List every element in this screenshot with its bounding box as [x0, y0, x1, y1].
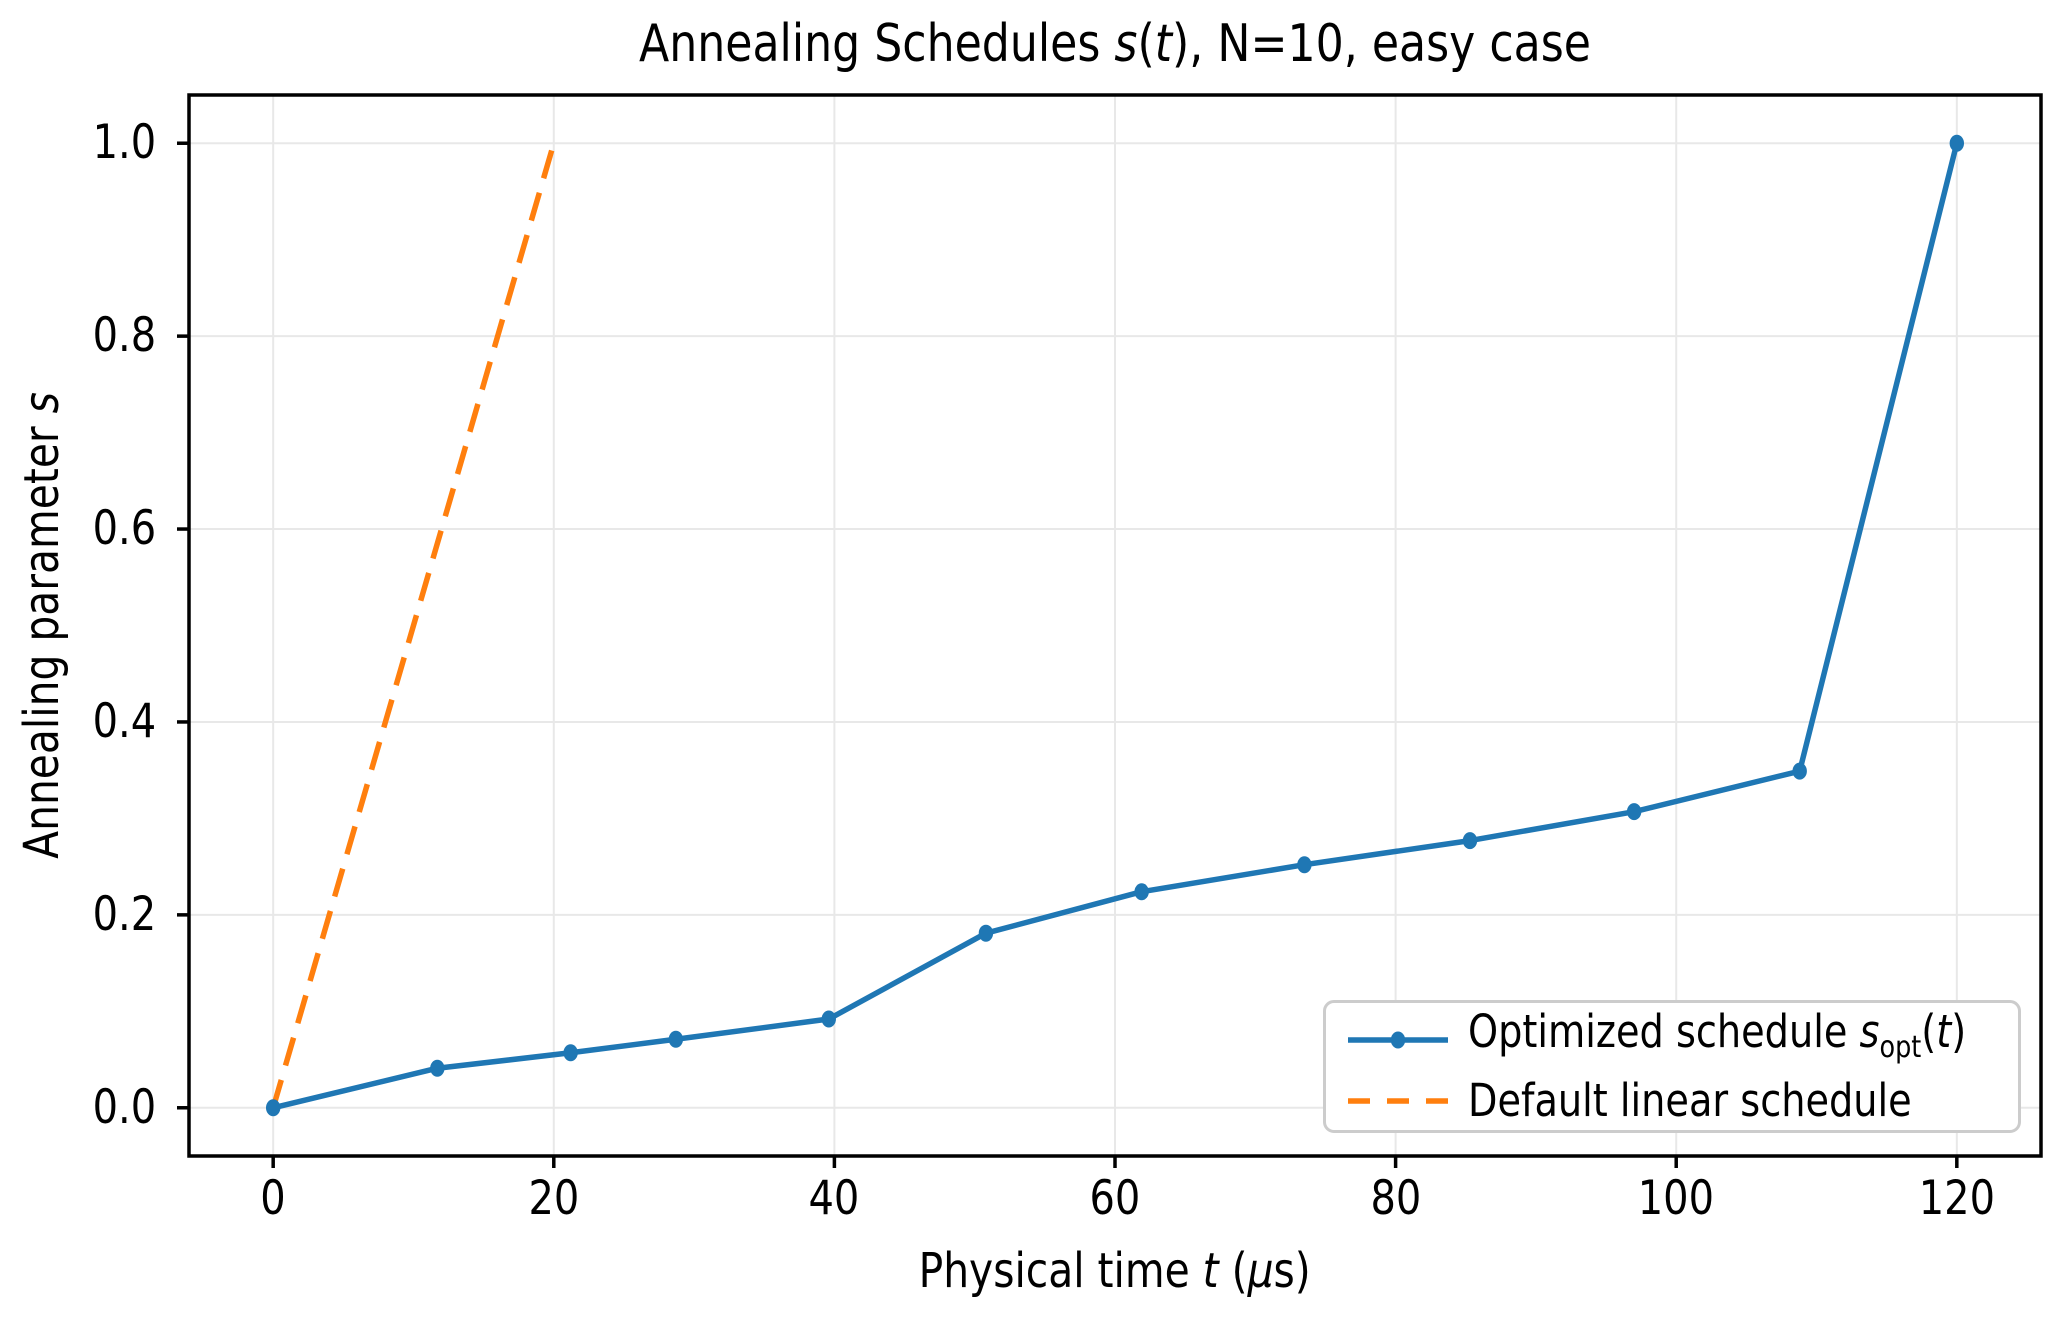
legend-optimized-arg: t	[1936, 1005, 1952, 1058]
x-tick-label: 60	[1089, 1171, 1141, 1226]
data-point-marker	[1626, 803, 1642, 821]
chart-title: Annealing Schedules s(t), N=10, easy cas…	[189, 14, 2041, 74]
x-axis-label: Physical time t (μs)	[189, 1242, 2041, 1300]
data-point-marker	[1134, 883, 1149, 901]
legend-optimized-close: )	[1951, 1005, 1967, 1058]
y-tick-label: 0.8	[92, 308, 157, 364]
title-math-var: s	[1114, 14, 1138, 74]
y-tick-label: 0.6	[92, 501, 157, 557]
legend-optimized-var: s	[1859, 1005, 1880, 1058]
x-tick-label: 80	[1370, 1171, 1422, 1226]
data-point-marker	[821, 1010, 836, 1028]
xlabel-prefix: Physical time	[918, 1243, 1204, 1299]
title-prefix: Annealing Schedules	[639, 14, 1115, 74]
legend-sample-solid-line-icon	[1348, 1031, 1448, 1049]
x-tick-label: 0	[260, 1171, 286, 1226]
y-axis-label: Annealing parameter s	[12, 125, 72, 1125]
y-tick-label: 1.0	[92, 115, 157, 171]
x-axis-label-text: Physical time t (μs)	[919, 1242, 1311, 1300]
legend-sample-dashed-line-icon	[1348, 1098, 1448, 1104]
legend-optimized-sub: opt	[1879, 1030, 1922, 1065]
title-math-arg: t	[1154, 14, 1173, 74]
legend-item-default-linear: Default linear schedule	[1326, 1075, 2018, 1127]
legend-label-optimized: Optimized schedule sopt(t)	[1468, 1006, 1966, 1074]
optimized-schedule-line	[272, 142, 1960, 1111]
xlabel-unit: s	[1273, 1243, 1296, 1299]
data-point-marker	[563, 1044, 578, 1062]
title-math-close: )	[1172, 14, 1190, 74]
ylabel-prefix: Annealing parameter	[14, 412, 70, 859]
x-tick-label: 100	[1638, 1171, 1715, 1226]
x-tick-label: 40	[808, 1171, 860, 1226]
legend-label-default-linear: Default linear schedule	[1468, 1074, 1912, 1127]
xlabel-mu: μ	[1247, 1243, 1274, 1299]
y-tick-label: 0.4	[92, 693, 157, 749]
legend-optimized-prefix: Optimized schedule	[1468, 1005, 1860, 1058]
xlabel-open: (	[1219, 1243, 1248, 1299]
legend-marker-dot-icon	[1390, 1031, 1406, 1049]
x-tick-label: 20	[528, 1171, 580, 1226]
data-point-marker	[1792, 762, 1807, 780]
data-point-marker	[430, 1059, 445, 1077]
title-math-open: (	[1137, 14, 1155, 74]
default-linear-schedule-line	[270, 142, 557, 1109]
legend: Optimized schedule sopt(t) Default linea…	[1323, 1000, 2021, 1133]
data-point-marker	[1297, 856, 1312, 874]
chart-title-text: Annealing Schedules s(t), N=10, easy cas…	[639, 14, 1591, 74]
legend-optimized-open: (	[1921, 1005, 1937, 1058]
y-tick-label: 0.0	[92, 1079, 157, 1135]
legend-item-optimized: Optimized schedule sopt(t)	[1326, 1006, 2018, 1074]
title-suffix: , N=10, easy case	[1189, 14, 1591, 74]
data-point-marker	[978, 924, 994, 942]
y-tick-label: 0.2	[92, 886, 157, 942]
data-point-marker	[668, 1030, 684, 1048]
data-point-marker	[265, 1099, 281, 1117]
xlabel-var: t	[1203, 1243, 1220, 1299]
y-axis-label-text: Annealing parameter s	[12, 392, 72, 859]
ylabel-var: s	[14, 391, 70, 413]
data-point-marker	[1462, 832, 1478, 850]
data-point-marker	[1949, 134, 1965, 152]
x-tick-label: 120	[1918, 1171, 1995, 1226]
xlabel-close: )	[1295, 1243, 1312, 1299]
